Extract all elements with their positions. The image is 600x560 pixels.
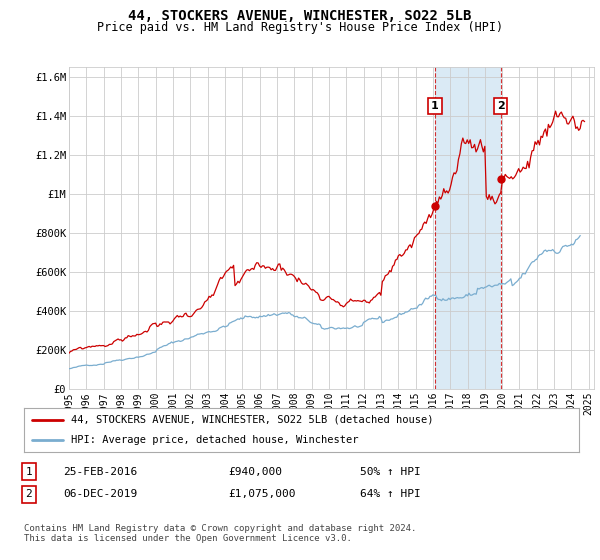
Text: 44, STOCKERS AVENUE, WINCHESTER, SO22 5LB (detached house): 44, STOCKERS AVENUE, WINCHESTER, SO22 5L… xyxy=(71,415,434,425)
Text: 64% ↑ HPI: 64% ↑ HPI xyxy=(360,489,421,500)
Text: £940,000: £940,000 xyxy=(228,466,282,477)
Text: £1,075,000: £1,075,000 xyxy=(228,489,296,500)
Text: 25-FEB-2016: 25-FEB-2016 xyxy=(63,466,137,477)
Text: 2: 2 xyxy=(497,101,505,111)
Text: Price paid vs. HM Land Registry's House Price Index (HPI): Price paid vs. HM Land Registry's House … xyxy=(97,21,503,34)
Text: 44, STOCKERS AVENUE, WINCHESTER, SO22 5LB: 44, STOCKERS AVENUE, WINCHESTER, SO22 5L… xyxy=(128,9,472,23)
Text: 06-DEC-2019: 06-DEC-2019 xyxy=(63,489,137,500)
Text: Contains HM Land Registry data © Crown copyright and database right 2024.
This d: Contains HM Land Registry data © Crown c… xyxy=(24,524,416,543)
Bar xyxy=(435,67,501,389)
Text: 1: 1 xyxy=(25,466,32,477)
Text: 2: 2 xyxy=(25,489,32,500)
Text: 1: 1 xyxy=(431,101,439,111)
Text: HPI: Average price, detached house, Winchester: HPI: Average price, detached house, Winc… xyxy=(71,435,359,445)
Text: 50% ↑ HPI: 50% ↑ HPI xyxy=(360,466,421,477)
